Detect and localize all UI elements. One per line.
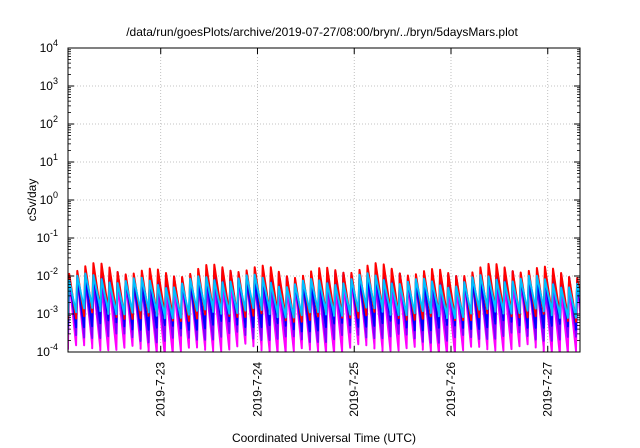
y-tick-label: 102 xyxy=(40,114,58,131)
y-tick-label: 104 xyxy=(40,38,58,55)
series-line xyxy=(68,272,580,320)
y-tick-label: 10-4 xyxy=(37,342,58,359)
chart-title: /data/run/goesPlots/archive/2019-07-27/0… xyxy=(126,25,518,39)
x-tick-label: 2019-7-23 xyxy=(154,362,168,417)
x-tick-label: 2019-7-25 xyxy=(347,362,361,417)
y-tick-label: 10-3 xyxy=(37,304,58,321)
y-tick-label: 10-1 xyxy=(37,228,58,245)
series-line xyxy=(68,271,580,344)
x-axis: 2019-7-23 2019-7-24 2019-7-25 2019-7-26 2019… xyxy=(154,48,555,417)
x-tick-label: 2019-7-27 xyxy=(541,362,555,417)
x-tick-label: 2019-7-24 xyxy=(250,362,264,417)
series-layer xyxy=(68,262,580,352)
y-tick-label: 100 xyxy=(40,190,58,207)
y-tick-label: 103 xyxy=(40,76,58,93)
x-tick-label: 2019-7-26 xyxy=(444,362,458,417)
plot-area xyxy=(68,262,580,352)
y-axis-label: cSv/day xyxy=(25,179,39,222)
y-tick-label: 101 xyxy=(40,152,58,169)
x-axis-label: Coordinated Universal Time (UTC) xyxy=(232,431,416,445)
y-tick-label: 10-2 xyxy=(37,266,58,283)
y-axis: 10-4 10-3 10-2 10-1 100 101 102 103 104 xyxy=(37,38,580,359)
